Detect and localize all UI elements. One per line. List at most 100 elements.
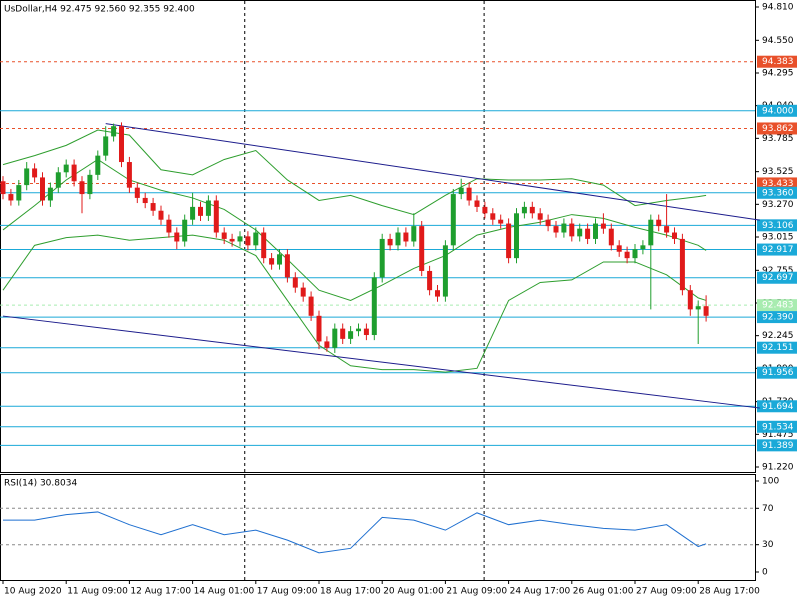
candle-body (292, 277, 298, 288)
candle-body (435, 290, 440, 297)
candle-body (126, 162, 132, 188)
y-tick-label: 91.220 (762, 463, 794, 473)
rsi-frame (0, 474, 756, 581)
level-label: 94.000 (762, 106, 794, 116)
candle-body (624, 251, 630, 259)
y-tick-label: 92.755 (762, 266, 794, 276)
level-label: 94.383 (762, 57, 794, 67)
level-label: 91.956 (762, 368, 794, 378)
y-tick-label: 30 (762, 540, 774, 550)
candle-body (450, 194, 456, 246)
band-lower (2, 234, 707, 373)
candle-body (348, 331, 354, 339)
candle-body (490, 213, 496, 220)
candle-body (174, 232, 180, 242)
level-box (757, 122, 797, 135)
candle-body (277, 254, 282, 265)
candle-body (537, 213, 543, 220)
candle-body (198, 206, 203, 216)
candle-body (474, 200, 480, 207)
y-tick-label: 100 (762, 477, 779, 487)
candle-body (150, 203, 156, 211)
main-frame (0, 0, 756, 473)
x-tick-label: 20 Aug 01:00 (383, 587, 444, 597)
chart-title: UsDollar,H4 92.475 92.560 92.355 92.400 (4, 5, 195, 15)
level-box (757, 243, 797, 256)
level-label: 92.390 (762, 313, 794, 323)
candle-body (356, 328, 361, 332)
candle-body (395, 232, 401, 246)
candle-body (95, 155, 101, 175)
candle-body (16, 185, 22, 201)
candle-body (63, 164, 69, 173)
candle-body (119, 126, 124, 163)
y-tick-label: 94.810 (762, 2, 794, 12)
level-label: 93.433 (762, 179, 794, 189)
x-tick-label: 21 Aug 09:00 (446, 587, 507, 597)
level-label: 91.534 (762, 422, 794, 432)
candle-body (679, 238, 685, 291)
y-tick-label: 91.475 (762, 430, 794, 440)
candle-body (237, 236, 243, 242)
y-tick-label: 93.270 (762, 200, 794, 210)
candle-body (261, 232, 267, 259)
candle-body (529, 206, 535, 214)
candle-body (561, 223, 567, 233)
x-tick-label: 26 Aug 01:00 (573, 587, 634, 597)
candle-body (427, 270, 433, 291)
x-tick-label: 10 Aug 2020 (4, 587, 62, 597)
x-tick-label: 28 Aug 17:00 (699, 587, 760, 597)
level-box (757, 186, 797, 199)
candle-body (371, 277, 377, 336)
candle-body (506, 223, 512, 259)
candle-body (87, 174, 93, 195)
candle-body (498, 219, 504, 224)
candle-body (221, 232, 227, 239)
trend-line (105, 123, 760, 221)
candle-body (545, 219, 551, 227)
y-tick-label: 94.295 (762, 68, 794, 78)
candle-body (616, 245, 622, 252)
candle-body (332, 328, 338, 348)
candle-body (600, 223, 606, 229)
candle-body (695, 306, 701, 310)
candle-body (316, 315, 322, 342)
candle-body (190, 206, 196, 220)
candle-body (324, 341, 330, 348)
candle-body (269, 258, 275, 265)
candle-body (514, 213, 519, 259)
candle-body (134, 187, 140, 198)
level-label: 93.360 (762, 188, 794, 198)
candle-body (213, 200, 219, 233)
x-tick-label: 12 Aug 17:00 (130, 587, 191, 597)
x-tick-label: 24 Aug 17:00 (510, 587, 571, 597)
candle-body (608, 228, 614, 246)
candle-body (387, 238, 393, 246)
candle-body (411, 226, 417, 242)
candle-body (632, 249, 638, 259)
candle-body (8, 194, 14, 201)
level-box (757, 271, 797, 284)
candle-body (103, 136, 109, 156)
band-middle (2, 158, 707, 301)
x-tick-label: 17 Aug 09:00 (257, 587, 318, 597)
y-tick-label: 93.785 (762, 134, 794, 144)
level-box (757, 104, 797, 117)
rsi-line (3, 511, 707, 554)
level-box (757, 177, 797, 190)
x-tick-label: 14 Aug 01:00 (194, 587, 255, 597)
level-label: 91.389 (762, 441, 794, 451)
candle-body (300, 287, 306, 297)
level-box (757, 439, 797, 452)
x-tick-label: 18 Aug 17:00 (320, 587, 381, 597)
level-label: 92.697 (762, 273, 794, 283)
candle-body (687, 290, 693, 310)
level-box (757, 420, 797, 433)
candle-body (553, 226, 559, 233)
level-box (757, 299, 797, 312)
candle-body (229, 238, 235, 242)
candle-body (569, 223, 575, 237)
candle-body (379, 238, 385, 278)
band-upper (2, 129, 707, 216)
